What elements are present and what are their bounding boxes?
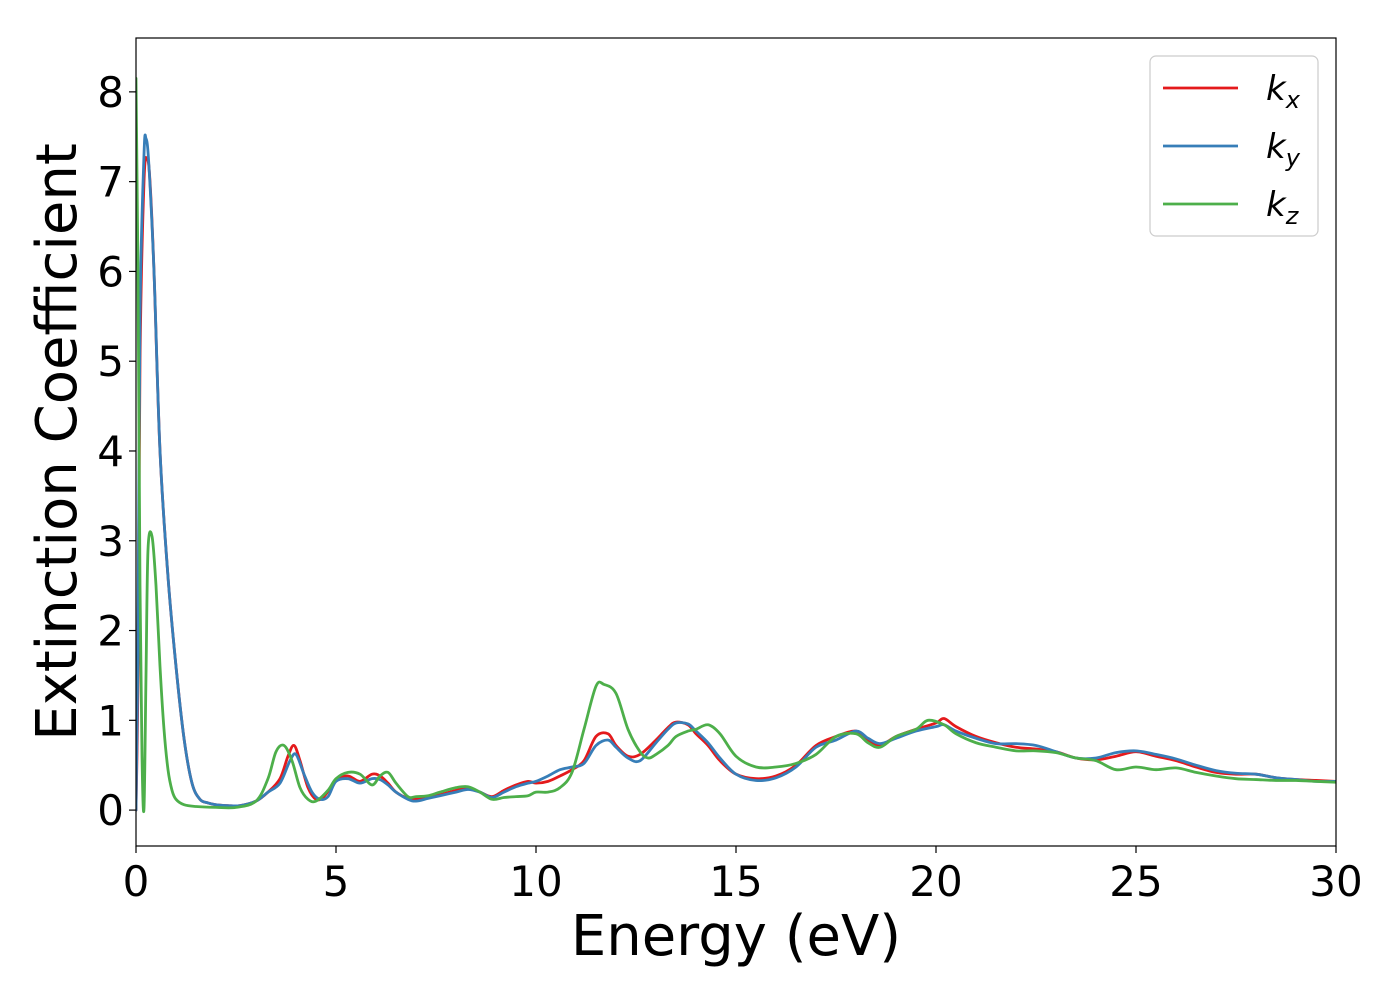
x-tick-label: 5 [323,857,350,906]
y-tick-label: 8 [97,68,124,117]
y-tick-label: 4 [97,427,124,476]
x-tick-label: 0 [123,857,150,906]
series-line-x [136,156,1336,812]
legend-label-main: k [1266,185,1287,225]
x-tick-label: 30 [1309,857,1362,906]
y-tick-label: 1 [97,696,124,745]
x-axis-ticks: 0 5 10 15 20 25 30 [123,846,1363,906]
y-axis-ticks: 0 1 2 3 4 5 6 7 8 [97,68,136,835]
legend-label-z: kz [1266,185,1300,230]
series-layer [136,77,1336,813]
legend-label-subscript: z [1285,202,1300,230]
y-tick-label: 6 [97,247,124,296]
y-axis-title: Extinction Coefficient [25,143,90,741]
y-tick-label: 3 [97,517,124,566]
y-tick-label: 7 [97,158,124,207]
series-line-z [136,77,1336,813]
y-tick-label: 0 [97,786,124,835]
x-axis-title: Energy (eV) [571,904,901,969]
legend-label-y: ky [1266,127,1301,172]
legend-label-subscript: x [1285,86,1301,114]
series-line-y [136,133,1336,812]
legend-label-main: k [1266,69,1287,109]
x-tick-label: 10 [509,857,562,906]
x-tick-label: 15 [709,857,762,906]
y-tick-label: 2 [97,607,124,656]
legend-label-x: kx [1266,69,1301,114]
y-tick-label: 5 [97,337,124,386]
x-tick-label: 25 [1109,857,1162,906]
legend-label-subscript: y [1285,144,1301,172]
legend-label-main: k [1266,127,1287,167]
x-tick-label: 20 [909,857,962,906]
